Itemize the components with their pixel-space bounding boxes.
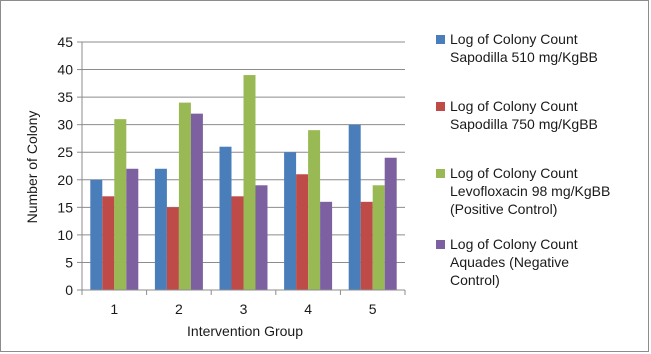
x-tick-label: 4: [304, 301, 312, 317]
bar-2-group-3: [231, 196, 244, 290]
bar-1-group-1: [90, 179, 103, 290]
legend-label: Log of Colony Count Sapodilla 750 mg/KgB…: [450, 98, 598, 132]
bar-1-group-5: [348, 124, 361, 291]
y-tick-label: 10: [57, 227, 73, 243]
y-tick-label: 5: [65, 254, 73, 270]
y-tick-label: 0: [65, 282, 73, 298]
x-tick-label: 3: [240, 301, 248, 317]
bars: [90, 75, 397, 291]
bar-3-group-2: [178, 102, 191, 290]
legend-label: Log of Colony Count Levofloxacin 98 mg/K…: [450, 165, 611, 217]
y-tick-label: 30: [57, 117, 73, 133]
y-tick-label: 45: [57, 34, 73, 50]
y-tick-label: 35: [57, 89, 73, 105]
bar-3-group-3: [243, 75, 256, 290]
legend-swatch: [436, 102, 445, 111]
y-axis-title: Number of Colony: [24, 111, 40, 224]
x-tick-label: 1: [110, 301, 118, 317]
bar-4-group-4: [320, 201, 333, 290]
bar-1-group-4: [284, 152, 297, 290]
bar-2-group-1: [102, 196, 115, 290]
bar-1-group-3: [219, 146, 232, 290]
bar-3-group-4: [308, 130, 321, 290]
x-tick-label: 5: [369, 301, 377, 317]
bar-2-group-5: [360, 201, 373, 290]
x-tick-label: 2: [175, 301, 183, 317]
bar-1-group-2: [154, 168, 167, 290]
y-tick-label: 40: [57, 62, 73, 78]
legend-label: Log of Colony Count Sapodilla 510 mg/KgB…: [450, 31, 598, 65]
bar-4-group-2: [190, 113, 203, 291]
bar-3-group-5: [372, 185, 385, 290]
bar-4-group-3: [255, 185, 268, 290]
legend-swatch: [436, 169, 445, 178]
legend-swatch: [436, 240, 445, 249]
bar-3-group-1: [114, 119, 127, 291]
bar-4-group-5: [384, 157, 397, 290]
legend-swatch: [436, 35, 445, 44]
x-axis-title: Intervention Group: [187, 323, 303, 339]
y-tick-label: 15: [57, 199, 73, 215]
bar-2-group-2: [166, 207, 179, 290]
legend-label: Log of Colony Count Aquades (Negative Co…: [450, 236, 578, 288]
y-tick-label: 20: [57, 172, 73, 188]
y-tick-label: 25: [57, 144, 73, 160]
bar-4-group-1: [126, 168, 139, 290]
bar-2-group-4: [296, 174, 309, 290]
